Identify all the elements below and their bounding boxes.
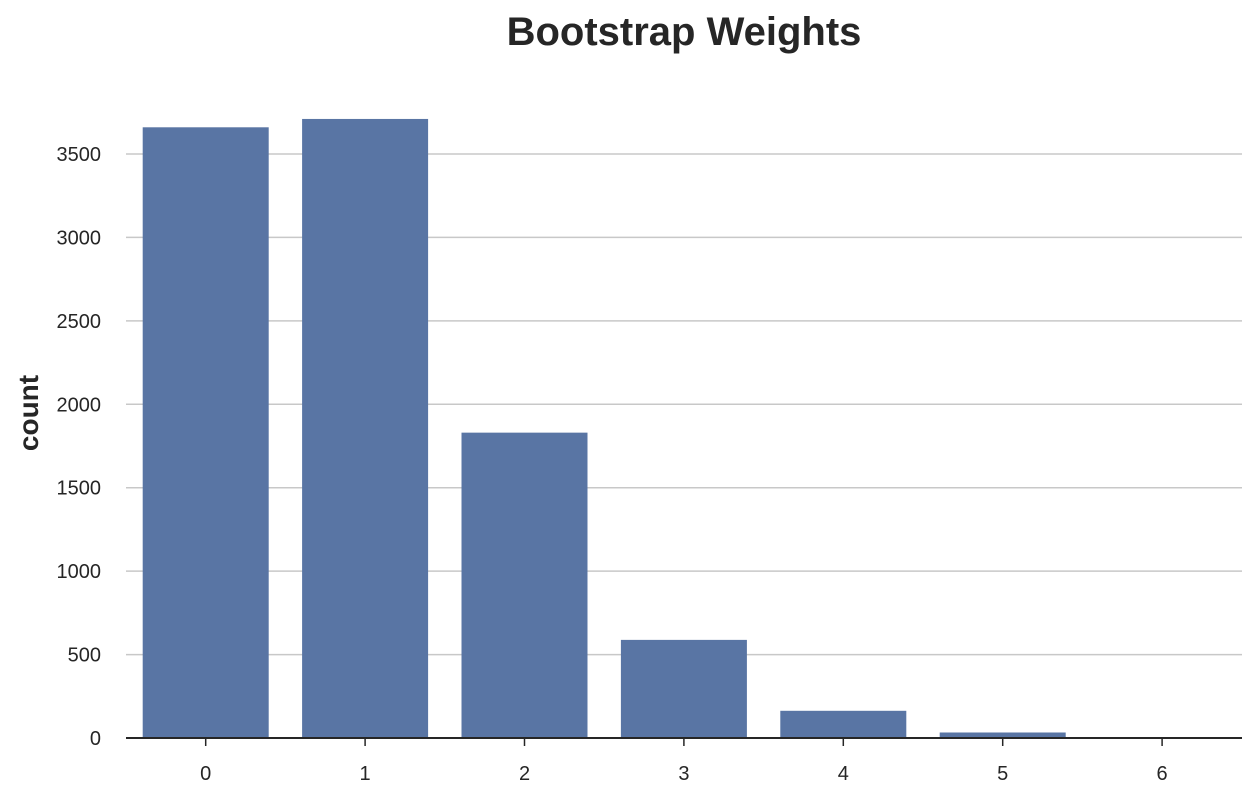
bar — [302, 118, 429, 738]
chart-title: Bootstrap Weights — [507, 10, 862, 54]
x-axis-ticks: 0 1 2 3 4 5 6 — [200, 738, 1168, 785]
y-tick-label: 2000 — [57, 394, 102, 416]
bar — [939, 732, 1066, 738]
bars — [142, 118, 1226, 738]
x-tick-label: 3 — [678, 763, 689, 785]
x-tick-label: 1 — [360, 763, 371, 785]
y-tick-label: 3500 — [57, 144, 102, 166]
gridlines — [126, 153, 1242, 656]
y-axis-ticks: 0 500 1000 1500 2000 2500 3000 3500 — [57, 144, 102, 750]
x-tick-label: 0 — [200, 763, 211, 785]
x-tick-label: 2 — [519, 763, 530, 785]
x-tick-label: 5 — [997, 763, 1008, 785]
y-tick-label: 0 — [90, 728, 101, 750]
x-tick-label: 4 — [838, 763, 849, 785]
bar — [780, 710, 907, 738]
x-tick-label: 6 — [1157, 763, 1168, 785]
bar — [620, 639, 747, 738]
bar — [142, 127, 269, 738]
y-tick-label: 1000 — [57, 561, 102, 583]
bar — [461, 432, 588, 738]
y-tick-label: 500 — [68, 645, 101, 667]
y-tick-label: 2500 — [57, 311, 102, 333]
y-axis-label: count — [13, 375, 44, 451]
y-tick-label: 1500 — [57, 478, 102, 500]
y-tick-label: 3000 — [57, 227, 102, 249]
